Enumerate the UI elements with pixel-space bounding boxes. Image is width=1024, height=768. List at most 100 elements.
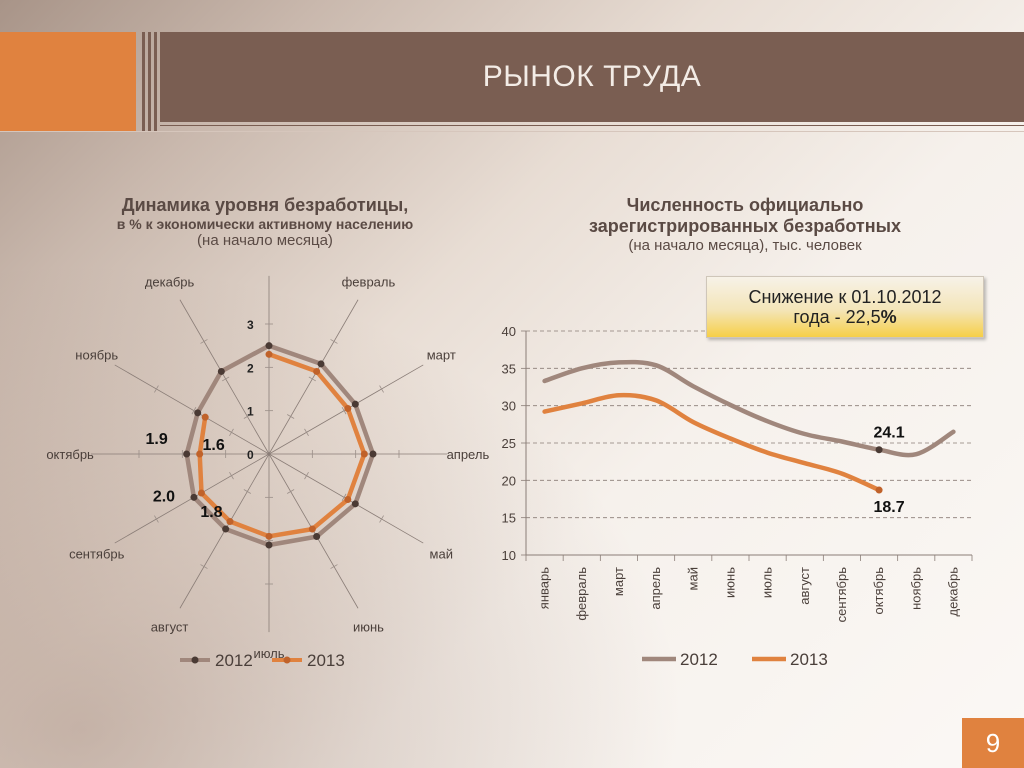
radar-category-label: апрель: [447, 447, 490, 462]
radar-marker: [344, 496, 352, 503]
radar-tick: [200, 339, 208, 344]
radar-category-label: ноябрь: [75, 348, 118, 363]
line-chart-title-line1: Численность официально: [626, 195, 864, 215]
line-x-tick-label: март: [611, 567, 626, 596]
radar-tick: [341, 493, 347, 501]
radar-marker: [265, 541, 273, 549]
line-x-tick-label: декабрь: [945, 567, 960, 617]
radar-marker: [265, 350, 273, 358]
radar-tick: [379, 385, 384, 393]
radar-marker: [351, 400, 359, 408]
radar-category-label: сентябрь: [69, 546, 125, 561]
radar-tick: [229, 428, 234, 436]
title-stripe: [148, 32, 151, 132]
radar-marker: [313, 367, 321, 375]
slide-title: РЫНОК ТРУДА: [482, 60, 702, 93]
radar-category-label: июнь: [353, 619, 384, 634]
radar-marker: [308, 525, 316, 533]
radar-chart-note: (на начало месяца): [197, 232, 333, 249]
line-x-tick-label: ноябрь: [908, 567, 923, 610]
radar-tick: [379, 515, 384, 523]
legend-marker-2013: [283, 656, 291, 664]
radar-category-label: март: [427, 348, 456, 363]
radar-tick: [304, 472, 309, 480]
legend-label-2012: 2012: [215, 651, 253, 670]
callout-line1: Снижение к 01.10.2012: [748, 287, 942, 307]
line-x-tick-label: август: [797, 567, 812, 605]
line-y-tick-label: 15: [502, 511, 516, 526]
line-y-tick-label: 40: [502, 324, 516, 339]
radar-data-label: 2.0: [153, 488, 175, 505]
line-x-tick-label: сентябрь: [834, 567, 849, 623]
radar-axis-tick-label: 0: [247, 448, 254, 462]
legend-label-2013: 2013: [307, 651, 345, 670]
radar-tick: [191, 407, 197, 415]
radar-category-label: май: [430, 546, 453, 561]
line-x-tick-label: февраль: [574, 567, 589, 621]
radar-category-label: февраль: [342, 275, 396, 290]
line-y-tick-label: 10: [502, 548, 516, 563]
radar-tick: [154, 385, 159, 393]
radar-marker: [226, 518, 234, 526]
radar-marker: [197, 489, 205, 497]
line-chart: 10 15 20 25 30 35 40 январь февраль март апрель май…: [502, 324, 973, 669]
radar-chart-title: Динамика уровня безработицы,: [121, 195, 409, 215]
radar-data-label: 1.9: [146, 431, 168, 448]
radar-tick: [287, 489, 295, 494]
radar-tick: [222, 376, 230, 382]
radar-marker: [265, 532, 273, 540]
radar-tick: [308, 376, 316, 382]
radar-category-label: август: [151, 619, 189, 634]
radar-category-label: октябрь: [46, 447, 94, 462]
radar-spoke: [179, 299, 270, 455]
title-divider: [160, 125, 1024, 126]
page-number: 9: [962, 718, 1024, 768]
callout-line2: года - 22,5%: [707, 307, 983, 327]
line-data-label: 18.7: [874, 499, 905, 516]
radar-tick: [287, 414, 295, 419]
radar-chart-heading: Динамика уровня безработицы, в % к эконо…: [40, 195, 490, 249]
decline-callout: Снижение к 01.10.2012 года - 22,5%: [706, 276, 984, 338]
radar-marker: [344, 405, 352, 412]
line-x-tick-label: июль: [760, 567, 775, 598]
radar-marker: [222, 525, 230, 533]
radar-data-label: 1.6: [203, 437, 225, 454]
title-stripe: [154, 32, 157, 132]
radar-tick: [330, 339, 338, 344]
legend-marker-2012: [191, 656, 199, 664]
radar-marker: [183, 450, 191, 458]
line-data-label: 24.1: [874, 425, 905, 442]
radar-marker: [369, 450, 377, 458]
radar-chart: 0123январьфевральмартапрельмайиюньиюльав…: [46, 275, 490, 670]
radar-marker: [317, 360, 325, 368]
line-x-tick-label: июнь: [722, 567, 737, 598]
title-divider: [0, 131, 1024, 132]
radar-tick: [304, 428, 309, 436]
radar-tick: [154, 515, 159, 523]
radar-spoke: [114, 364, 270, 455]
radar-marker: [217, 367, 225, 375]
line-marker-2013: [875, 486, 883, 494]
legend-label-2012: 2012: [680, 650, 718, 669]
radar-marker: [351, 500, 359, 508]
line-x-tick-label: октябрь: [871, 567, 886, 615]
line-y-tick-label: 35: [502, 361, 516, 376]
line-y-tick-label: 30: [502, 399, 516, 414]
radar-spoke: [268, 299, 359, 455]
radar-data-label: 1.8: [200, 504, 222, 521]
line-chart-heading: Численность официально зарегистрированны…: [530, 195, 960, 254]
line-series-2013: [542, 392, 882, 493]
radar-marker: [360, 450, 368, 458]
radar-marker: [313, 533, 321, 541]
line-x-tick-label: апрель: [648, 567, 663, 610]
callout-line2-text: года - 22,5: [793, 307, 881, 327]
radar-tick: [200, 564, 208, 569]
radar-category-label: июль: [253, 646, 284, 661]
callout-percent-sign: %: [880, 307, 897, 327]
line-x-tick-label: май: [685, 567, 700, 590]
line-x-tick-label: январь: [537, 567, 552, 609]
title-stripe: [142, 32, 145, 132]
radar-axis-tick-label: 1: [247, 405, 254, 419]
radar-axis-tick-label: 2: [247, 361, 254, 375]
radar-marker: [196, 450, 204, 458]
